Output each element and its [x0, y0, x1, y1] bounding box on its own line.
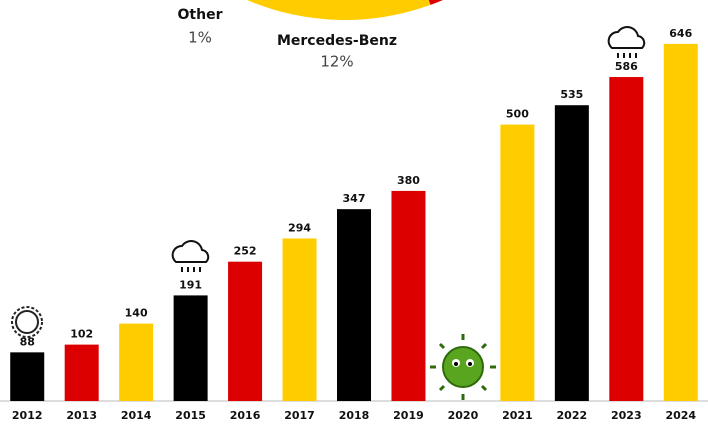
bar [337, 209, 371, 401]
pie-label: Other [178, 7, 223, 23]
x-tick-label: 2024 [665, 409, 696, 422]
value-label: 88 [20, 335, 35, 348]
pie-value-label: 1% [188, 29, 212, 47]
bar [10, 352, 44, 401]
x-tick-label: 2019 [393, 409, 424, 422]
bar [65, 345, 99, 401]
bar [391, 191, 425, 401]
x-tick-label: 2014 [121, 409, 152, 422]
bar [500, 125, 534, 401]
value-label: 646 [669, 27, 692, 40]
value-label: 191 [179, 278, 202, 291]
bar [555, 105, 589, 401]
value-label: 500 [506, 108, 529, 121]
value-label: 586 [615, 60, 638, 73]
pie-label: Mercedes-Benz [277, 33, 397, 49]
x-tick-label: 2020 [448, 409, 479, 422]
pie-slice [247, 0, 431, 20]
bar [228, 262, 262, 401]
value-label: 252 [234, 245, 257, 258]
value-label: 140 [125, 307, 148, 320]
x-tick-label: 2022 [557, 409, 588, 422]
x-tick-label: 2021 [502, 409, 533, 422]
bar [609, 77, 643, 401]
x-tick-label: 2017 [284, 409, 315, 422]
x-tick-label: 2016 [230, 409, 261, 422]
chart: Other 1% Mercedes-Benz 12% 2012 88 2013 102… [0, 0, 708, 425]
pie-value-label: 12% [320, 53, 353, 71]
x-tick-label: 2013 [66, 409, 97, 422]
x-tick-label: 2018 [339, 409, 370, 422]
value-label: 102 [70, 328, 93, 341]
value-label: 294 [288, 221, 311, 234]
value-label: 380 [397, 174, 420, 187]
bar [174, 295, 208, 401]
bar [119, 324, 153, 401]
virus-icon [430, 334, 496, 400]
x-tick-label: 2023 [611, 409, 642, 422]
bar [664, 44, 698, 401]
sun-icon [12, 307, 42, 337]
rain-cloud-icon [609, 27, 645, 58]
bar [283, 238, 317, 401]
x-tick-label: 2012 [12, 409, 43, 422]
value-label: 347 [343, 192, 366, 205]
value-label: 535 [560, 88, 583, 101]
rain-cloud-icon [173, 241, 209, 272]
x-tick-label: 2015 [175, 409, 206, 422]
